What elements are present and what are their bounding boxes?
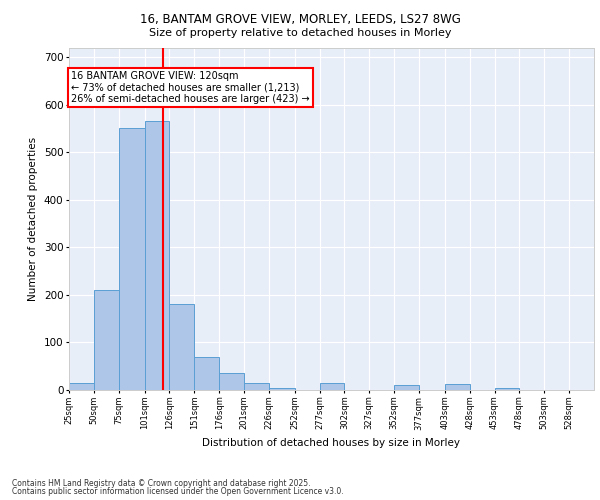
- Bar: [394, 385, 419, 390]
- Text: Contains public sector information licensed under the Open Government Licence v3: Contains public sector information licen…: [12, 487, 344, 496]
- Bar: [445, 384, 470, 390]
- Y-axis label: Number of detached properties: Number of detached properties: [28, 136, 38, 301]
- Bar: [94, 290, 119, 390]
- Bar: [145, 121, 169, 390]
- Bar: [69, 383, 94, 390]
- Bar: [244, 383, 269, 390]
- Text: Size of property relative to detached houses in Morley: Size of property relative to detached ho…: [149, 28, 451, 38]
- Bar: [494, 388, 520, 390]
- X-axis label: Distribution of detached houses by size in Morley: Distribution of detached houses by size …: [203, 438, 461, 448]
- Bar: [219, 374, 244, 390]
- Bar: [269, 388, 295, 390]
- Bar: [194, 356, 219, 390]
- Bar: [169, 304, 194, 390]
- Text: 16, BANTAM GROVE VIEW, MORLEY, LEEDS, LS27 8WG: 16, BANTAM GROVE VIEW, MORLEY, LEEDS, LS…: [140, 12, 460, 26]
- Bar: [320, 383, 344, 390]
- Bar: [119, 128, 145, 390]
- Text: 16 BANTAM GROVE VIEW: 120sqm
← 73% of detached houses are smaller (1,213)
26% of: 16 BANTAM GROVE VIEW: 120sqm ← 73% of de…: [71, 72, 310, 104]
- Text: Contains HM Land Registry data © Crown copyright and database right 2025.: Contains HM Land Registry data © Crown c…: [12, 478, 311, 488]
